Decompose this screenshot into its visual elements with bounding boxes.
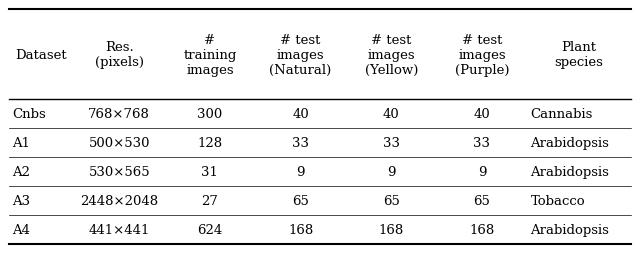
- Text: 168: 168: [379, 223, 404, 236]
- Text: Arabidopsis: Arabidopsis: [531, 223, 609, 236]
- Text: #
training
images: # training images: [183, 34, 237, 76]
- Text: 128: 128: [197, 136, 223, 149]
- Text: 31: 31: [202, 165, 218, 178]
- Text: # test
images
(Yellow): # test images (Yellow): [365, 34, 418, 76]
- Text: 27: 27: [202, 194, 218, 207]
- Text: Tobacco: Tobacco: [531, 194, 585, 207]
- Text: 9: 9: [296, 165, 305, 178]
- Text: Res.
(pixels): Res. (pixels): [95, 41, 144, 69]
- Text: 40: 40: [474, 108, 490, 121]
- Text: 530×565: 530×565: [88, 165, 150, 178]
- Text: 9: 9: [387, 165, 396, 178]
- Text: # test
images
(Natural): # test images (Natural): [269, 34, 332, 76]
- Text: 441×441: 441×441: [88, 223, 150, 236]
- Text: 2448×2048: 2448×2048: [80, 194, 158, 207]
- Text: A3: A3: [12, 194, 31, 207]
- Text: A1: A1: [12, 136, 30, 149]
- Text: 500×530: 500×530: [88, 136, 150, 149]
- Text: 33: 33: [383, 136, 400, 149]
- Text: A4: A4: [12, 223, 30, 236]
- Text: 65: 65: [292, 194, 309, 207]
- Text: Dataset: Dataset: [16, 49, 67, 61]
- Text: 624: 624: [197, 223, 223, 236]
- Text: Plant
species: Plant species: [555, 41, 604, 69]
- Text: Cnbs: Cnbs: [12, 108, 46, 121]
- Text: 40: 40: [383, 108, 399, 121]
- Text: A2: A2: [12, 165, 30, 178]
- Text: 40: 40: [292, 108, 309, 121]
- Text: Cannabis: Cannabis: [531, 108, 593, 121]
- Text: # test
images
(Purple): # test images (Purple): [454, 34, 509, 76]
- Text: 168: 168: [469, 223, 495, 236]
- Text: 768×768: 768×768: [88, 108, 150, 121]
- Text: 9: 9: [477, 165, 486, 178]
- Text: 168: 168: [288, 223, 313, 236]
- Text: 33: 33: [292, 136, 309, 149]
- Text: 300: 300: [197, 108, 223, 121]
- Text: 65: 65: [383, 194, 400, 207]
- Text: 65: 65: [474, 194, 490, 207]
- Text: Arabidopsis: Arabidopsis: [531, 136, 609, 149]
- Text: Arabidopsis: Arabidopsis: [531, 165, 609, 178]
- Text: 33: 33: [474, 136, 490, 149]
